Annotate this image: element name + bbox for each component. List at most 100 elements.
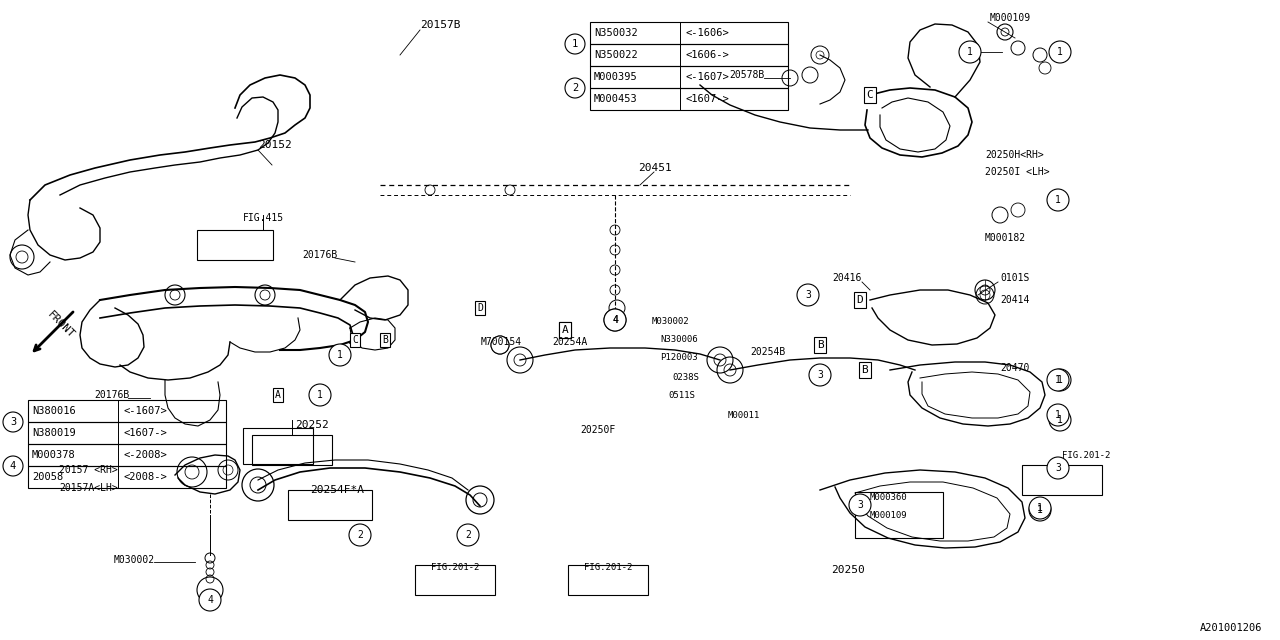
Circle shape [1050,41,1071,63]
Text: 20176B: 20176B [303,250,338,260]
Text: FIG.201-2: FIG.201-2 [431,563,479,573]
Text: 4: 4 [612,315,618,325]
Text: 0101S: 0101S [1000,273,1029,283]
Circle shape [604,309,626,331]
Text: 20152: 20152 [259,140,292,150]
Text: 3: 3 [1055,463,1061,473]
Text: 20252: 20252 [294,420,329,430]
Bar [590,88,788,110]
Text: D: D [477,303,483,313]
Text: 0511S: 0511S [668,392,695,401]
Text: 1: 1 [1057,415,1062,425]
Text: C: C [352,335,358,345]
Text: 20578B: 20578B [730,70,765,80]
Bar [568,565,648,595]
Bar [415,565,495,595]
Text: M00011: M00011 [728,410,760,419]
Bar [590,66,788,88]
Text: 4: 4 [207,595,212,605]
Text: 0238S: 0238S [672,374,699,383]
Text: 20250: 20250 [831,565,865,575]
Bar [197,230,273,260]
Text: 20470: 20470 [1000,363,1029,373]
Text: 20157B: 20157B [420,20,461,30]
Text: 20416: 20416 [832,273,861,283]
Bar [1021,465,1102,495]
Text: <1606->: <1606-> [685,50,728,60]
Text: 1: 1 [1055,375,1061,385]
Circle shape [3,456,23,476]
Text: 20250F: 20250F [580,425,616,435]
Text: 1: 1 [1037,505,1043,515]
Text: 1: 1 [1055,195,1061,205]
Text: 20176B: 20176B [95,390,131,400]
Text: N350032: N350032 [594,28,637,38]
Text: FIG.201-2: FIG.201-2 [584,563,632,573]
Text: N330006: N330006 [660,335,698,344]
Bar [590,22,788,44]
Text: 1: 1 [968,47,973,57]
Circle shape [3,412,23,432]
Circle shape [564,78,585,98]
Text: M000453: M000453 [594,94,637,104]
Text: C: C [867,90,873,100]
Text: 20254A: 20254A [553,337,588,347]
Circle shape [1047,457,1069,479]
Text: 3: 3 [805,290,812,300]
Circle shape [1029,499,1051,521]
Text: N350022: N350022 [594,50,637,60]
Text: 4: 4 [10,461,17,471]
Text: 20254B: 20254B [750,347,786,357]
Text: M000395: M000395 [594,72,637,82]
Text: 20250H<RH>: 20250H<RH> [986,150,1043,160]
Bar [252,435,332,465]
Text: 20058: 20058 [32,472,63,482]
Text: 20157A<LH>: 20157A<LH> [59,483,118,493]
Text: 1: 1 [1057,375,1062,385]
Bar [28,444,227,466]
Text: 2: 2 [572,83,579,93]
Text: 20157 <RH>: 20157 <RH> [59,465,118,475]
Text: M000378: M000378 [32,450,76,460]
Text: 20451: 20451 [639,163,672,173]
Text: B: B [861,365,868,375]
Bar [28,400,227,422]
Text: 1: 1 [337,350,343,360]
Text: 4: 4 [612,315,618,325]
Text: M000360: M000360 [870,493,908,502]
Text: 3: 3 [10,417,17,427]
Circle shape [1029,497,1051,519]
Circle shape [492,336,509,354]
Text: 1: 1 [317,390,323,400]
Text: A: A [275,390,280,400]
Text: D: D [856,295,864,305]
Text: 20254F*A: 20254F*A [310,485,364,495]
Bar [28,422,227,444]
Circle shape [959,41,980,63]
Circle shape [797,284,819,306]
Text: A: A [562,325,568,335]
Circle shape [1047,189,1069,211]
Circle shape [1050,409,1071,431]
Text: B: B [817,340,823,350]
Text: A201001206: A201001206 [1199,623,1262,633]
Text: M000109: M000109 [989,13,1032,23]
Text: FIG.201-2: FIG.201-2 [1062,451,1110,460]
Circle shape [198,589,221,611]
Text: N380016: N380016 [32,406,76,416]
Text: 1: 1 [1037,503,1043,513]
Bar [855,492,943,538]
Circle shape [349,524,371,546]
Text: N380019: N380019 [32,428,76,438]
Circle shape [329,344,351,366]
Text: M030002: M030002 [652,317,690,326]
Text: <1607->: <1607-> [123,428,166,438]
Circle shape [809,364,831,386]
Text: M700154: M700154 [481,337,522,347]
Circle shape [1047,369,1069,391]
Text: 2: 2 [357,530,364,540]
Text: 2: 2 [465,530,471,540]
Text: 3: 3 [817,370,823,380]
Text: A: A [562,325,568,335]
Text: <-1607>: <-1607> [685,72,728,82]
